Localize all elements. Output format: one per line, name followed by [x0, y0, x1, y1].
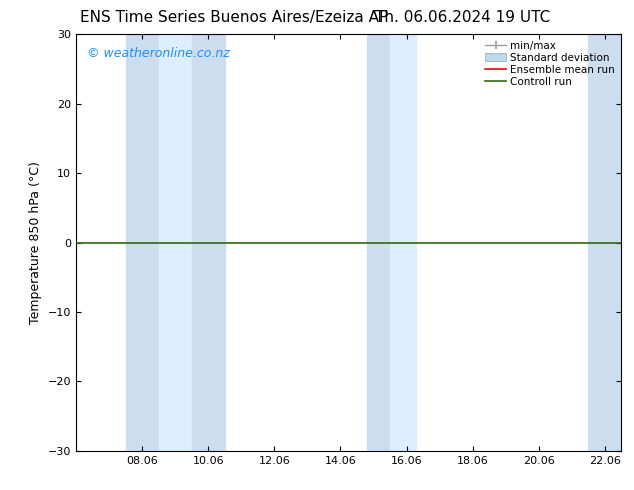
Legend: min/max, Standard deviation, Ensemble mean run, Controll run: min/max, Standard deviation, Ensemble me…: [481, 36, 619, 91]
Text: ENS Time Series Buenos Aires/Ezeiza AP: ENS Time Series Buenos Aires/Ezeiza AP: [81, 10, 389, 25]
Bar: [191, 34, 225, 451]
Bar: [126, 34, 158, 451]
Bar: [588, 34, 621, 451]
Bar: [390, 34, 417, 451]
Text: © weatheronline.co.nz: © weatheronline.co.nz: [87, 47, 230, 60]
Bar: [158, 34, 191, 451]
Bar: [367, 34, 390, 451]
Text: Th. 06.06.2024 19 UTC: Th. 06.06.2024 19 UTC: [375, 10, 550, 25]
Y-axis label: Temperature 850 hPa (°C): Temperature 850 hPa (°C): [29, 161, 42, 324]
